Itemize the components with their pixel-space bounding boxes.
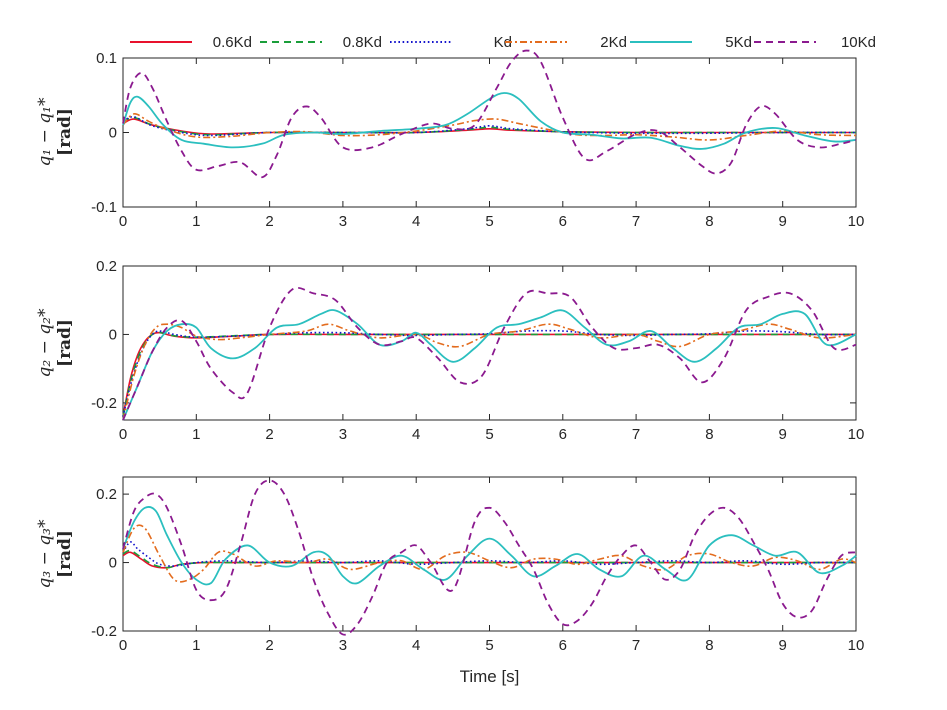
series-line-5kd [122,92,857,150]
legend-entry-0.6kd: 0.6Kd [130,34,252,51]
ytick-label: 0 [109,326,117,343]
legend-entry-5kd: 5Kd [630,34,752,51]
yticks-q2: -0.2 0 0.2 [91,258,856,412]
xtick-label: 2 [265,637,273,654]
yticks-q1: -0.1 0 0.1 [91,50,856,216]
ytick-label: 0 [109,555,117,572]
series-line-10kd [122,49,857,179]
legend-label: 0.8Kd [343,34,382,51]
xtick-label: 8 [705,213,713,230]
series-lines-q1 [122,49,857,179]
ylabel-main-q3: q₃ − q₃* [35,519,55,588]
ytick-label: -0.2 [91,395,117,412]
legend: 0.6Kd 0.8Kd Kd 2Kd 5Kd 10Kd [130,34,876,51]
xtick-label: 3 [339,213,347,230]
xticks-q3: 0 1 2 3 4 5 6 7 8 9 10 [119,477,865,654]
ytick-label: 0.2 [96,486,117,503]
ytick-label: -0.1 [91,199,117,216]
legend-label: 10Kd [841,34,876,51]
x-axis-label: Time [s] [460,667,520,686]
xtick-label: 3 [339,637,347,654]
xtick-label: 0 [119,426,127,443]
xtick-label: 6 [559,426,567,443]
xtick-label: 5 [485,637,493,654]
xtick-label: 9 [779,637,787,654]
xtick-label: 4 [412,213,420,230]
series-line-0.8kd [122,549,856,569]
xtick-label: 3 [339,426,347,443]
ylabel-unit-q2: [rad] [55,319,75,367]
legend-label: 2Kd [600,34,627,51]
series-lines-q3 [122,479,857,636]
xtick-label: 1 [192,213,200,230]
xtick-label: 7 [632,213,640,230]
xtick-label: 10 [848,426,865,443]
series-line-5kd [122,506,857,586]
series-line-5kd [122,309,857,421]
xtick-label: 10 [848,213,865,230]
yticks-q3: -0.2 0 0.2 [91,486,856,640]
series-lines-q2 [122,286,857,421]
xtick-label: 9 [779,213,787,230]
ytick-label: 0.1 [96,50,117,67]
ylabel-unit-q3: [rad] [55,530,75,578]
xtick-label: 7 [632,637,640,654]
legend-entry-0.8kd: 0.8Kd [260,34,382,51]
legend-entry-10kd: 10Kd [754,34,876,51]
legend-entry-kd: Kd [390,34,512,51]
xtick-label: 8 [705,637,713,654]
xtick-label: 4 [412,637,420,654]
ytick-label: -0.2 [91,623,117,640]
legend-label: Kd [494,34,512,51]
xtick-label: 6 [559,637,567,654]
series-line-2kd [122,113,857,141]
xtick-label: 4 [412,426,420,443]
xtick-label: 2 [265,213,273,230]
xtick-label: 8 [705,426,713,443]
ylabel-main-q2: q₂ − q₂* [35,308,55,377]
ytick-label: 0 [109,125,117,142]
xtick-label: 5 [485,426,493,443]
ylabel-q2: q₂ − q₂* [rad] [35,308,75,377]
subplot-q3: -0.200.2 0 1 2 3 4 5 6 7 8 9 10 q₃ − q₃* [rad] [35,476,865,654]
xtick-label: 0 [119,213,127,230]
ytick-label: 0.2 [96,258,117,275]
xticks-q2: 0 1 2 3 4 5 6 7 8 9 10 [119,266,865,443]
series-line-2kd [122,323,857,421]
xtick-label: 6 [559,213,567,230]
xtick-label: 5 [485,213,493,230]
xtick-label: 2 [265,426,273,443]
xtick-label: 1 [192,637,200,654]
xtick-label: 10 [848,637,865,654]
ylabel-unit-q1: [rad] [55,108,75,156]
xtick-label: 1 [192,426,200,443]
legend-entry-2kd: 2Kd [505,34,627,51]
series-line-kd [122,329,857,417]
subplot-q2: -0.200.2 0 1 2 3 4 5 6 7 8 9 10 q₂ − q₂* [rad] [35,258,864,443]
ylabel-q3: q₃ − q₃* [rad] [35,519,75,588]
xtick-label: 9 [779,426,787,443]
ylabel-main-q1: q₁ − q₁* [35,97,55,166]
legend-label: 0.6Kd [213,34,252,51]
xtick-label: 0 [119,637,127,654]
subplot-q1: -0.100.1 0 1 2 3 4 5 6 7 8 9 10 q₁ − q₁* [rad] [35,49,865,230]
series-line-10kd [122,479,857,636]
xticks-q1: 0 1 2 3 4 5 6 7 8 9 10 [119,58,865,230]
ylabel-q1: q₁ − q₁* [rad] [35,97,75,166]
legend-label: 5Kd [725,34,752,51]
xtick-label: 7 [632,426,640,443]
